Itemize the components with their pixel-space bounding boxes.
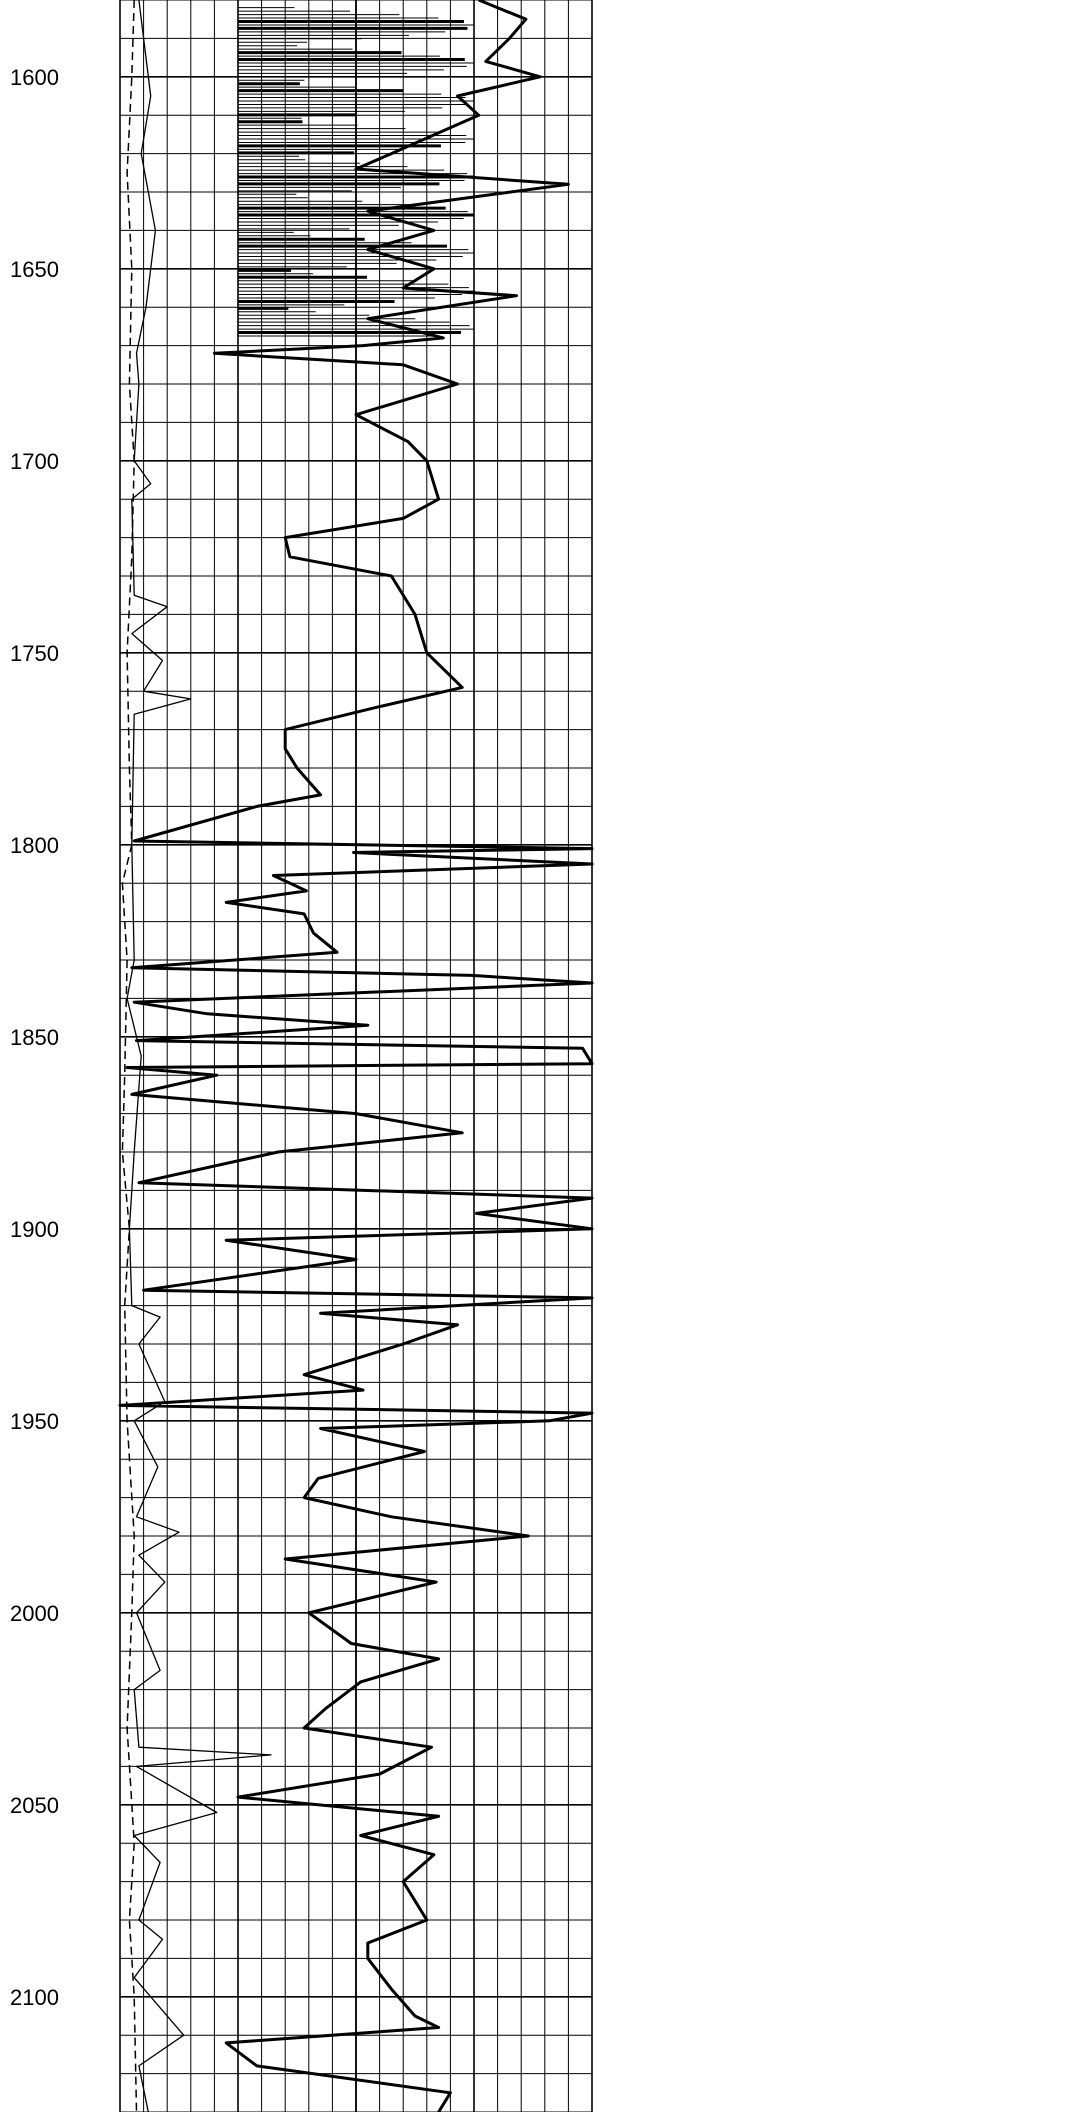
- depth-tick-label: 1900: [10, 1217, 59, 1242]
- depth-tick-label: 1800: [10, 833, 59, 858]
- depth-tick-label: 1850: [10, 1025, 59, 1050]
- depth-tick-label: 1600: [10, 65, 59, 90]
- depth-axis: 1600 1650 1700 1750 1800 1850 1900 1950 2000 2050…: [10, 65, 59, 2010]
- log-curve-dashed: [121, 0, 138, 2112]
- depth-tick-label: 2100: [10, 1985, 59, 2010]
- depth-tick-label: 1750: [10, 641, 59, 666]
- log-curve-thick: [118, 0, 594, 2112]
- depth-tick-label: 1950: [10, 1409, 59, 1434]
- depth-tick-label: 2050: [10, 1793, 59, 1818]
- log-curves: [118, 0, 594, 2112]
- log-curve-thin: [126, 0, 272, 2112]
- grid: [119, 0, 593, 2112]
- depth-tick-label: 1700: [10, 449, 59, 474]
- depth-tick-label: 1650: [10, 257, 59, 282]
- depth-tick-label: 2000: [10, 1601, 59, 1626]
